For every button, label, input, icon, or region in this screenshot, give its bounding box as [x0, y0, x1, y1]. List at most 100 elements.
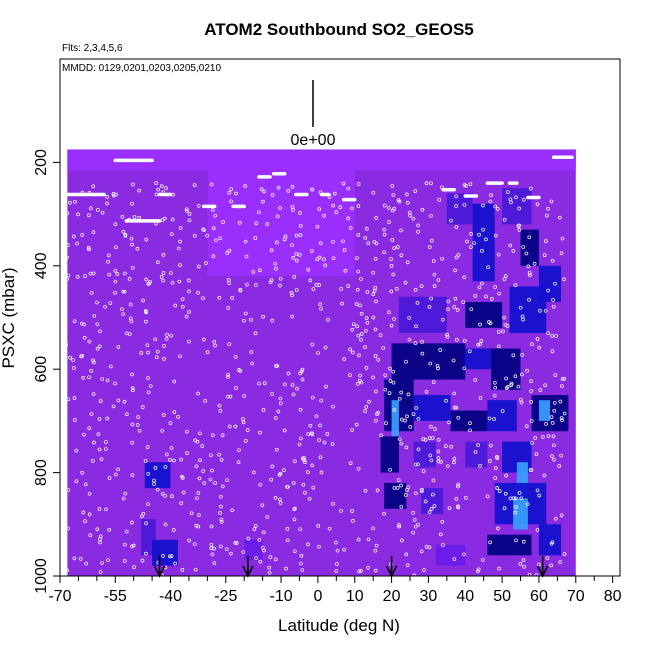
sample-point: [503, 274, 508, 278]
sample-point: [300, 377, 305, 382]
sample-point: [551, 434, 556, 439]
sample-point: [170, 280, 175, 285]
sample-point: [176, 246, 181, 251]
sample-point: [153, 337, 158, 342]
sample-point: [290, 243, 294, 248]
sample-point: [90, 459, 95, 463]
sample-point: [154, 221, 159, 226]
sample-point: [348, 347, 353, 352]
sample-point: [114, 192, 119, 197]
sample-point: [212, 561, 217, 566]
sample-point: [492, 417, 496, 421]
sample-point: [559, 416, 564, 420]
sample-point: [481, 227, 485, 232]
sample-point: [552, 408, 557, 413]
sample-point: [162, 343, 166, 348]
sample-point: [414, 324, 418, 329]
sample-point: [107, 527, 112, 532]
sample-point: [520, 372, 524, 377]
sample-point: [261, 530, 266, 535]
sample-point: [318, 190, 323, 195]
sample-point: [416, 447, 421, 452]
sample-point: [225, 251, 230, 255]
sample-point: [146, 390, 151, 395]
field-cell: [509, 286, 547, 334]
sample-point: [406, 392, 411, 397]
sample-point: [391, 272, 396, 277]
sample-point: [213, 213, 218, 218]
field-cell: [450, 410, 488, 432]
sample-point: [99, 457, 104, 462]
sample-point: [528, 186, 533, 191]
sample-point: [371, 190, 376, 195]
sample-point: [87, 375, 91, 380]
sample-point: [517, 206, 521, 211]
sample-point: [366, 537, 371, 542]
sample-point: [399, 441, 404, 446]
x-tick-label: 60: [530, 588, 548, 605]
sample-point: [161, 190, 165, 195]
sample-point: [211, 226, 216, 231]
sample-point: [63, 562, 67, 567]
sample-point: [242, 318, 246, 323]
sample-point: [87, 247, 91, 252]
sample-point: [552, 443, 556, 448]
field-cell: [380, 436, 399, 473]
sample-point: [427, 305, 432, 309]
sample-point: [201, 337, 206, 342]
sample-point: [146, 376, 150, 380]
sample-point: [148, 384, 153, 388]
sample-point: [559, 453, 563, 458]
sample-point: [403, 280, 408, 285]
sample-point: [404, 552, 409, 557]
sample-point: [310, 463, 315, 468]
sample-point: [116, 345, 121, 349]
sample-point: [187, 289, 191, 294]
sample-point: [144, 551, 148, 556]
sample-point: [107, 476, 112, 480]
sample-point: [557, 464, 562, 468]
sample-point: [436, 366, 440, 371]
sample-point: [108, 364, 113, 369]
sample-point: [123, 271, 127, 276]
sample-point: [100, 377, 105, 381]
sample-point: [560, 377, 565, 381]
field-cell: [67, 149, 576, 171]
sample-point: [408, 424, 413, 429]
sample-point: [508, 197, 513, 202]
sample-point: [502, 217, 507, 222]
sample-point: [341, 239, 345, 244]
sample-point: [516, 384, 521, 389]
sample-point: [535, 337, 540, 341]
sample-point: [420, 351, 425, 356]
sample-point: [224, 547, 229, 552]
sample-point: [214, 238, 218, 243]
sample-point: [535, 202, 540, 207]
flight-arrow-head: [153, 565, 166, 578]
sample-point: [154, 355, 159, 360]
sample-point: [520, 353, 524, 357]
sample-point: [546, 331, 550, 336]
sample-point: [334, 210, 339, 215]
sample-point: [331, 239, 335, 244]
sample-point: [250, 361, 255, 366]
sample-point: [189, 511, 194, 516]
sample-point: [257, 537, 262, 542]
sample-point: [534, 573, 539, 576]
sample-point: [484, 294, 488, 299]
sample-point: [513, 283, 518, 287]
sample-point: [452, 456, 457, 461]
sample-point: [488, 321, 493, 326]
sample-point: [403, 493, 408, 497]
sample-point: [131, 543, 136, 548]
sample-point: [253, 524, 258, 528]
x-tick-label: 0: [313, 588, 322, 605]
sample-point: [438, 348, 443, 352]
sample-point: [374, 299, 378, 304]
sample-point: [192, 183, 197, 187]
sample-point: [298, 527, 303, 532]
sample-point: [472, 241, 476, 246]
sample-point: [274, 364, 278, 368]
sample-point: [298, 223, 303, 228]
sample-point: [273, 261, 278, 266]
